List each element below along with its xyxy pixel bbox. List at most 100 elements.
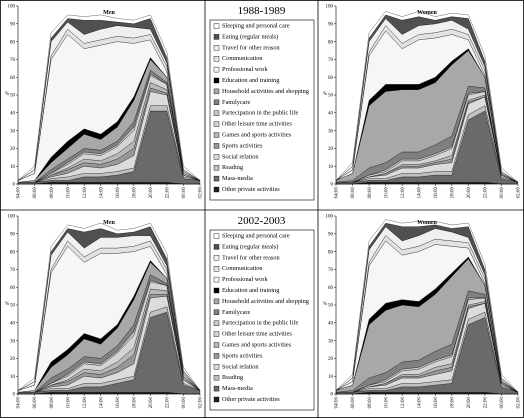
- period-title: 2002-2003: [238, 215, 286, 227]
- y-tick-label: 10: [328, 375, 334, 380]
- y-tick-label: 30: [328, 129, 334, 134]
- y-tick-label: 80: [10, 40, 16, 45]
- legend-swatch: [213, 320, 220, 326]
- y-tick-label: 60: [328, 286, 334, 291]
- area: [335, 11, 519, 183]
- legend-label: Mass-media: [222, 385, 253, 392]
- x-tick-label: 04:00: [335, 187, 340, 199]
- y-tick-label: 90: [328, 233, 334, 238]
- x-tick-label: 10:00: [66, 397, 71, 409]
- legend-label: Sports activities: [222, 142, 263, 149]
- area: [17, 14, 201, 181]
- legend-label: Other private activities: [222, 186, 280, 193]
- legend-swatch: [213, 331, 220, 337]
- chart-title: Women: [417, 220, 437, 226]
- legend-label: Social relation: [222, 153, 259, 160]
- y-tick-label: 10: [10, 375, 16, 380]
- x-tick-label: 18:00: [451, 187, 456, 199]
- x-tick-label: 04:00: [17, 187, 22, 199]
- legend-label: Reading: [222, 164, 244, 171]
- legend-label: Communication: [222, 55, 263, 62]
- y-tick-label: 90: [328, 23, 334, 28]
- legend-swatch: [213, 342, 220, 348]
- x-tick-label: 06:00: [351, 187, 356, 199]
- legend-label: Eating (regular meals): [222, 243, 278, 250]
- legend-swatch: [213, 353, 220, 359]
- y-tick-label: 70: [328, 58, 334, 63]
- y-tick-label: 80: [10, 250, 16, 255]
- y-tick-label: 70: [10, 268, 16, 273]
- y-tick-label: 30: [10, 339, 16, 344]
- x-tick-label: 12:00: [401, 187, 406, 199]
- chart-title: Men: [103, 10, 115, 16]
- x-tick-label: 12:00: [83, 187, 88, 199]
- x-tick-label: 20:00: [467, 397, 472, 409]
- x-tick-label: 08:00: [368, 397, 373, 409]
- x-tick-label: 00:00: [500, 187, 505, 199]
- legend-swatch: [213, 23, 220, 29]
- legend-swatch: [213, 385, 220, 392]
- x-tick-label: 22:00: [166, 187, 171, 199]
- y-tick-label: 20: [328, 147, 334, 152]
- x-tick-label: 06:00: [33, 397, 38, 409]
- y-tick-label: 40: [328, 112, 334, 117]
- legend-swatch: [213, 56, 220, 62]
- x-tick-label: 08:00: [50, 187, 55, 199]
- legend-label: Games and sports activities: [222, 131, 292, 138]
- legend-label: Travel for other reason: [222, 254, 280, 261]
- legend-box: [209, 229, 315, 411]
- x-tick-label: 18:00: [133, 397, 138, 409]
- legend-label: Reading: [222, 374, 244, 381]
- legend-label: Other leisure time activities: [222, 121, 292, 128]
- x-tick-label: 00:00: [182, 397, 187, 409]
- x-tick-label: 00:00: [500, 397, 505, 409]
- x-tick-label: 20:00: [149, 397, 154, 409]
- legend-label: Partecipation in the public life: [222, 320, 298, 327]
- legend-label: Eating (regular meals): [222, 33, 278, 40]
- y-tick-label: 50: [10, 94, 16, 99]
- legend-swatch: [213, 110, 220, 116]
- legend-swatch: [213, 364, 220, 370]
- legend-swatch: [213, 298, 220, 305]
- y-tick-label: 20: [10, 147, 16, 152]
- legend-label: Communication: [222, 265, 263, 272]
- x-tick-label: 16:00: [116, 187, 121, 199]
- x-tick-label: 10:00: [384, 187, 389, 199]
- y-tick-label: 20: [328, 357, 334, 362]
- legend-swatch: [213, 164, 220, 171]
- legend-swatch: [213, 375, 220, 381]
- legend-swatch: [213, 45, 220, 51]
- x-tick-label: 16:00: [116, 397, 121, 409]
- legend-label: Travel for other reason: [222, 44, 280, 51]
- x-tick-label: 02:00: [517, 397, 522, 409]
- y-axis-label: %: [323, 92, 327, 97]
- x-tick-label: 10:00: [384, 397, 389, 409]
- y-tick-label: 40: [10, 112, 16, 117]
- y-tick-label: 100: [8, 215, 16, 220]
- legend-swatch: [213, 88, 220, 95]
- y-tick-label: 40: [328, 322, 334, 327]
- legend-swatch: [213, 175, 220, 182]
- chart-title: Women: [417, 10, 437, 16]
- y-tick-label: 60: [328, 76, 334, 81]
- y-tick-label: 50: [10, 304, 16, 309]
- legend-swatch: [213, 186, 220, 193]
- legend-label: Social relation: [222, 363, 259, 370]
- legend-label: Partecipation in the public life: [222, 110, 298, 117]
- x-tick-label: 12:00: [83, 397, 88, 409]
- y-tick-label: 10: [328, 165, 334, 170]
- x-tick-label: 04:00: [17, 397, 22, 409]
- legend-label: Games and sports activities: [222, 341, 292, 348]
- legend-swatch: [213, 77, 220, 84]
- legend-box: [209, 19, 315, 201]
- y-tick-label: 30: [10, 129, 16, 134]
- y-tick-label: 50: [328, 94, 334, 99]
- y-tick-label: 90: [10, 233, 16, 238]
- x-tick-label: 02:00: [517, 187, 522, 199]
- x-tick-label: 12:00: [401, 397, 406, 409]
- legend-swatch: [213, 266, 220, 272]
- x-tick-label: 18:00: [133, 187, 138, 199]
- x-tick-label: 14:00: [417, 187, 422, 199]
- legend-label: Sleeping and personal care: [222, 22, 290, 29]
- y-tick-label: 100: [326, 5, 334, 10]
